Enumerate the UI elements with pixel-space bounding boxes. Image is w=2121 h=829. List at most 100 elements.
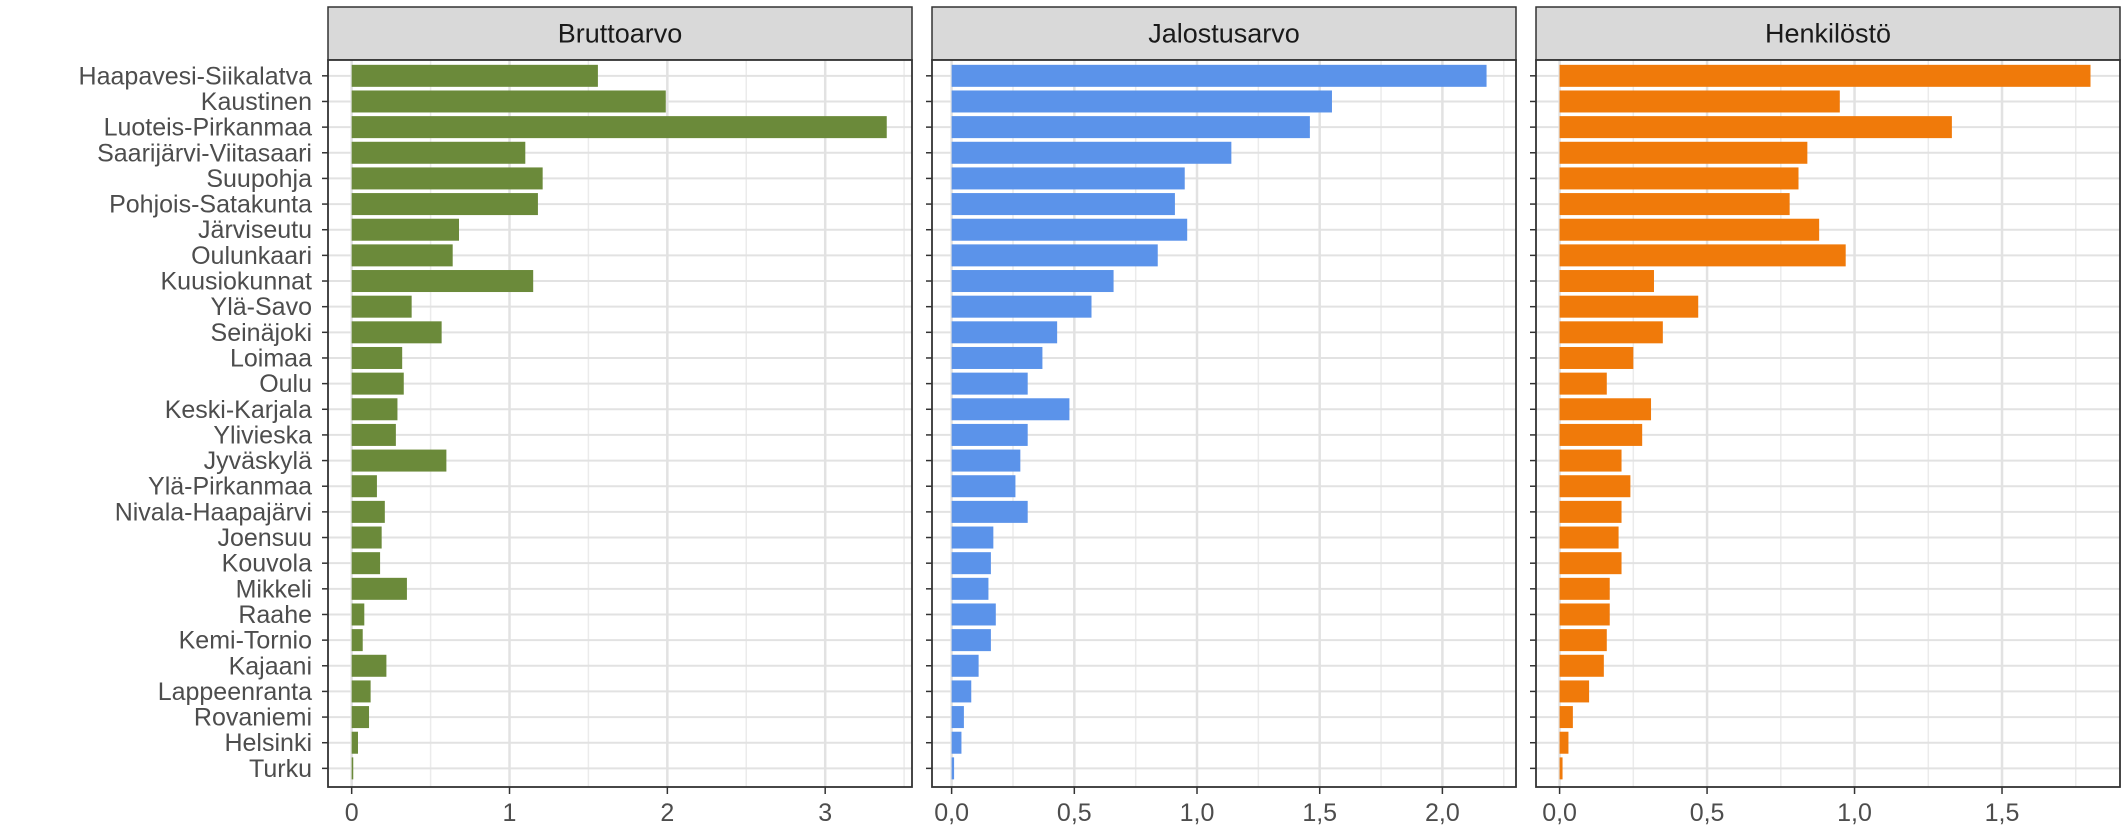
bar-henkilosto-yla-pirkanmaa — [1559, 475, 1631, 498]
x-tick-label-jalostusarvo: 1,5 — [1302, 799, 1337, 827]
category-label-raahe: Raahe — [238, 601, 312, 629]
bar-henkilosto-oulu — [1559, 372, 1607, 395]
x-tick-label-henkilosto: 1,5 — [1985, 799, 2020, 827]
category-label-yla-savo: Ylä-Savo — [211, 293, 312, 321]
bar-bruttoarvo-ylivieska — [351, 423, 396, 446]
bar-bruttoarvo-loimaa — [351, 346, 403, 369]
x-tick-label-bruttoarvo: 1 — [503, 799, 517, 827]
panel-border-bruttoarvo — [327, 59, 913, 788]
x-tick-label-jalostusarvo: 0,0 — [934, 799, 969, 827]
x-tick-label-henkilosto: 0,5 — [1690, 799, 1725, 827]
panel-title-henkilosto: Henkilöstö — [1765, 19, 1891, 49]
chart-layer: Haapavesi-SiikalatvaKaustinenLuoteis-Pir… — [79, 6, 2121, 827]
bar-henkilosto-mikkeli — [1559, 577, 1610, 600]
bar-bruttoarvo-haapavesi-siikalatva — [351, 64, 598, 87]
bar-henkilosto-joensuu — [1559, 526, 1619, 549]
bar-bruttoarvo-yla-pirkanmaa — [351, 475, 377, 498]
bar-henkilosto-rovaniemi — [1559, 706, 1573, 729]
bar-bruttoarvo-pohjois-satakunta — [351, 193, 538, 216]
category-label-jarviseutu: Järviseutu — [198, 216, 312, 244]
bar-jalostusarvo-kuusiokunnat — [951, 270, 1114, 293]
bar-jalostusarvo-suupohja — [951, 167, 1185, 190]
bar-bruttoarvo-helsinki — [351, 731, 358, 754]
bar-bruttoarvo-seinajoki — [351, 321, 442, 344]
bar-bruttoarvo-mikkeli — [351, 577, 407, 600]
bar-bruttoarvo-joensuu — [351, 526, 382, 549]
category-label-kajaani: Kajaani — [229, 652, 312, 680]
bar-jalostusarvo-ylivieska — [951, 423, 1028, 446]
bar-jalostusarvo-yla-savo — [951, 295, 1092, 318]
x-tick-label-bruttoarvo: 3 — [818, 799, 832, 827]
bar-henkilosto-luoteis-pirkanmaa — [1559, 116, 1952, 139]
category-label-mikkeli: Mikkeli — [236, 575, 312, 603]
x-tick-label-henkilosto: 1,0 — [1837, 799, 1872, 827]
y-axis-labels: Haapavesi-SiikalatvaKaustinenLuoteis-Pir… — [79, 62, 313, 783]
panel-henkilosto: Henkilöstö 0,0 0,5 1,0 1,5 — [1530, 6, 2121, 827]
bar-bruttoarvo-raahe — [351, 603, 365, 626]
bar-bruttoarvo-kuusiokunnat — [351, 270, 534, 293]
category-label-kemi-tornio: Kemi-Tornio — [179, 627, 312, 655]
category-label-keski-karjala: Keski-Karjala — [165, 396, 312, 424]
panel-strip-jalostusarvo — [931, 6, 1517, 61]
bar-bruttoarvo-oulunkaari — [351, 244, 453, 267]
bar-henkilosto-yla-savo — [1559, 295, 1699, 318]
bar-henkilosto-ylivieska — [1559, 423, 1643, 446]
bar-jalostusarvo-nivala-haapajarvi — [951, 500, 1028, 523]
category-label-jyvaskyla: Jyväskylä — [204, 447, 312, 475]
x-tick-label-jalostusarvo: 0,5 — [1057, 799, 1092, 827]
panel-jalostusarvo: Jalostusarvo 0,0 0,5 1,0 1,5 2,0 — [926, 6, 1517, 827]
bar-jalostusarvo-kajaani — [951, 654, 979, 677]
bar-henkilosto-kajaani — [1559, 654, 1604, 677]
bar-jalostusarvo-keski-karjala — [951, 398, 1070, 421]
bar-jalostusarvo-mikkeli — [951, 577, 989, 600]
panel-strip-bruttoarvo — [327, 6, 913, 61]
bar-henkilosto-helsinki — [1559, 731, 1569, 754]
bar-jalostusarvo-pohjois-satakunta — [951, 193, 1175, 216]
bar-bruttoarvo-rovaniemi — [351, 706, 370, 729]
bar-bruttoarvo-kajaani — [351, 654, 387, 677]
category-label-kaustinen: Kaustinen — [201, 88, 312, 116]
category-label-rovaniemi: Rovaniemi — [194, 704, 312, 732]
bar-henkilosto-kemi-tornio — [1559, 629, 1607, 652]
bar-jalostusarvo-jyvaskyla — [951, 449, 1021, 472]
panel-bruttoarvo: Bruttoarvo 0 1 2 3 — [322, 6, 913, 827]
category-label-luoteis-pirkanmaa: Luoteis-Pirkanmaa — [104, 114, 313, 142]
bar-henkilosto-kuusiokunnat — [1559, 270, 1654, 293]
bar-henkilosto-keski-karjala — [1559, 398, 1652, 421]
x-tick-label-bruttoarvo: 0 — [345, 799, 359, 827]
bar-jalostusarvo-helsinki — [951, 731, 962, 754]
bar-henkilosto-pohjois-satakunta — [1559, 193, 1790, 216]
x-tick-label-henkilosto: 0,0 — [1542, 799, 1577, 827]
bar-jalostusarvo-kouvola — [951, 552, 991, 575]
bar-bruttoarvo-oulu — [351, 372, 404, 395]
bar-henkilosto-kouvola — [1559, 552, 1622, 575]
bar-henkilosto-saarijarvi-viitasaari — [1559, 141, 1808, 164]
bar-bruttoarvo-kaustinen — [351, 90, 666, 113]
bar-bruttoarvo-kouvola — [351, 552, 381, 575]
category-label-oulunkaari: Oulunkaari — [191, 242, 312, 270]
bar-jalostusarvo-luoteis-pirkanmaa — [951, 116, 1310, 139]
bar-jalostusarvo-seinajoki — [951, 321, 1058, 344]
category-label-seinajoki: Seinäjoki — [211, 319, 312, 347]
bar-jalostusarvo-rovaniemi — [951, 706, 964, 729]
bar-jalostusarvo-oulunkaari — [951, 244, 1158, 267]
bar-jalostusarvo-haapavesi-siikalatva — [951, 64, 1487, 87]
bar-bruttoarvo-keski-karjala — [351, 398, 398, 421]
bar-henkilosto-kaustinen — [1559, 90, 1840, 113]
bar-bruttoarvo-lappeenranta — [351, 680, 371, 703]
bar-bruttoarvo-saarijarvi-viitasaari — [351, 141, 526, 164]
category-label-yla-pirkanmaa: Ylä-Pirkanmaa — [148, 473, 312, 501]
category-label-kuusiokunnat: Kuusiokunnat — [160, 268, 312, 296]
bar-jalostusarvo-saarijarvi-viitasaari — [951, 141, 1232, 164]
bar-jalostusarvo-raahe — [951, 603, 996, 626]
panel-border-henkilosto — [1535, 59, 2121, 788]
bar-henkilosto-raahe — [1559, 603, 1610, 626]
bar-henkilosto-haapavesi-siikalatva — [1559, 64, 2091, 87]
bar-bruttoarvo-nivala-haapajarvi — [351, 500, 385, 523]
category-label-loimaa: Loimaa — [230, 344, 312, 372]
bar-henkilosto-lappeenranta — [1559, 680, 1590, 703]
category-label-oulu: Oulu — [259, 370, 312, 398]
panel-border-jalostusarvo — [931, 59, 1517, 788]
bar-jalostusarvo-yla-pirkanmaa — [951, 475, 1016, 498]
category-label-pohjois-satakunta: Pohjois-Satakunta — [109, 191, 312, 219]
